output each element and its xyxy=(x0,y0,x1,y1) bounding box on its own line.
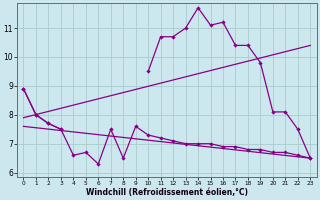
X-axis label: Windchill (Refroidissement éolien,°C): Windchill (Refroidissement éolien,°C) xyxy=(86,188,248,197)
